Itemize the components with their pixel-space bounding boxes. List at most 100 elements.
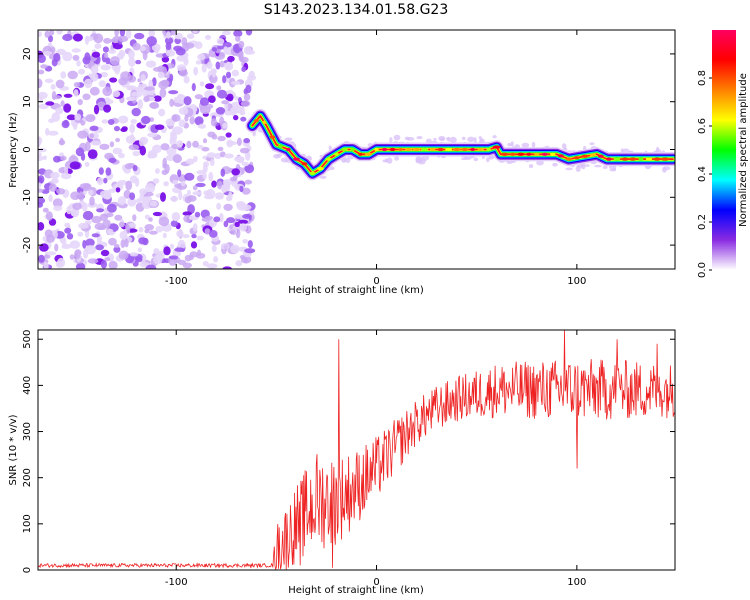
heatmap-noise-blob (230, 244, 240, 254)
heatmap-noise-blob (211, 180, 217, 188)
heatmap-noise-blob (90, 140, 102, 146)
heatmap-content (38, 30, 675, 269)
heatmap-noise-blob (104, 257, 111, 262)
heatmap-noise-blob (149, 102, 159, 109)
heatmap-noise-blob (177, 169, 182, 178)
snr-x-tick-label: -100 (165, 577, 188, 588)
heatmap-noise-blob (245, 151, 251, 161)
heatmap-noise-blob (208, 171, 214, 182)
heatmap-noise-blob (128, 144, 140, 151)
heatmap-speckle (552, 162, 558, 167)
heatmap-noise-blob (126, 224, 131, 234)
heatmap-noise-blob (230, 107, 238, 114)
heatmap-noise-blob (104, 97, 111, 103)
heatmap-speckle (447, 136, 451, 142)
heatmap-noise-blob (61, 244, 72, 249)
heatmap-speckle (531, 141, 536, 148)
snr-x-tick-label: 0 (373, 577, 379, 588)
heatmap-noise-blob (233, 115, 239, 121)
heatmap-speckle (280, 157, 289, 163)
heatmap-noise-blob (130, 119, 137, 124)
heatmap-noise-blob (191, 83, 196, 92)
heatmap-noise-blob (46, 234, 55, 243)
heatmap-noise-blob (174, 247, 185, 252)
heatmap-noise-blob (244, 179, 252, 185)
heatmap-noise-blob (243, 46, 252, 55)
heatmap-noise-blob (145, 264, 157, 269)
heatmap-noise-blob (178, 107, 189, 115)
heatmap-noise-blob (54, 243, 59, 252)
heatmap-noise-blob (249, 210, 255, 215)
snr-y-tick-label: 300 (22, 422, 33, 441)
colorbar-gradient (712, 30, 736, 270)
heatmap-noise-blob (128, 57, 136, 67)
heatmap-noise-blob (225, 132, 232, 138)
heatmap-noise-blob (117, 179, 128, 186)
heatmap-noise-blob (164, 37, 174, 45)
heatmap-y-tick-label: 20 (22, 48, 33, 61)
heatmap-noise-blob (135, 256, 143, 263)
snr-y-tick-label: 400 (22, 376, 33, 395)
heatmap-noise-blob (117, 196, 127, 206)
heatmap-noise-blob (222, 266, 232, 269)
heatmap-noise-blob (118, 115, 129, 124)
heatmap-noise-blob (149, 230, 158, 235)
heatmap-noise-blob (182, 211, 192, 216)
heatmap-noise-blob (94, 43, 102, 49)
heatmap-noise-blob (115, 187, 121, 193)
heatmap-noise-blob (239, 106, 245, 114)
snr-y-tick-label: 200 (22, 468, 33, 487)
heatmap-noise-blob (42, 51, 53, 55)
heatmap-noise-blob (38, 254, 45, 263)
heatmap-noise-blob (89, 133, 95, 138)
heatmap-noise-blob (168, 255, 179, 260)
heatmap-noise-blob (187, 189, 191, 195)
heatmap-speckle (394, 156, 400, 161)
heatmap-noise-blob (123, 189, 131, 199)
heatmap-noise-blob (146, 36, 157, 47)
heatmap-noise-blob (243, 138, 250, 144)
heatmap-ridge-point (470, 147, 476, 152)
heatmap-noise-blob (152, 77, 157, 87)
colorbar-ticks: 0.0 0.2 0.4 0.6 0.8 (697, 70, 712, 278)
heatmap-noise-blob (82, 210, 94, 221)
heatmap-ridge-point (606, 157, 612, 161)
heatmap-noise-blob (125, 30, 132, 39)
heatmap-noise-blob (78, 191, 85, 201)
heatmap-noise-blob (213, 216, 221, 223)
heatmap-noise-blob (243, 88, 248, 95)
heatmap-noise-blob (107, 119, 115, 125)
heatmap-noise-blob (93, 33, 104, 44)
heatmap-noise-blob (62, 33, 73, 42)
heatmap-speckle (386, 157, 393, 164)
heatmap-noise-blob (171, 114, 181, 122)
heatmap-noise-blob (125, 180, 133, 191)
heatmap-noise-blob (195, 182, 206, 188)
heatmap-speckle (479, 138, 484, 144)
heatmap-speckle (507, 143, 512, 147)
heatmap-noise-blob (38, 54, 46, 63)
heatmap-noise-blob (104, 191, 112, 200)
heatmap-noise-blob (49, 30, 55, 36)
heatmap-noise-blob (118, 250, 129, 260)
heatmap-noise-blob (53, 205, 63, 211)
heatmap-noise-blob (77, 68, 86, 75)
heatmap-noise-blob (247, 240, 253, 249)
heatmap-noise-blob (174, 183, 183, 188)
heatmap-noise-blob (48, 35, 53, 43)
heatmap-noise-blob (132, 164, 138, 172)
heatmap-noise-blob (127, 75, 137, 83)
snr-frame (37, 329, 676, 571)
heatmap-noise-blob (211, 69, 217, 78)
heatmap-noise-blob (120, 239, 126, 249)
heatmap-ridge-point (621, 157, 629, 161)
heatmap-noise-blob (168, 90, 179, 95)
heatmap-noise-blob (66, 233, 74, 240)
heatmap-noise-blob (90, 65, 99, 74)
heatmap-ridge-point (589, 153, 597, 157)
heatmap-speckle (612, 167, 616, 171)
heatmap-noise-blob (206, 61, 213, 70)
heatmap-noise-blob (231, 168, 240, 176)
heatmap-noise-blob (145, 60, 157, 68)
heatmap-noise-blob (79, 183, 91, 190)
